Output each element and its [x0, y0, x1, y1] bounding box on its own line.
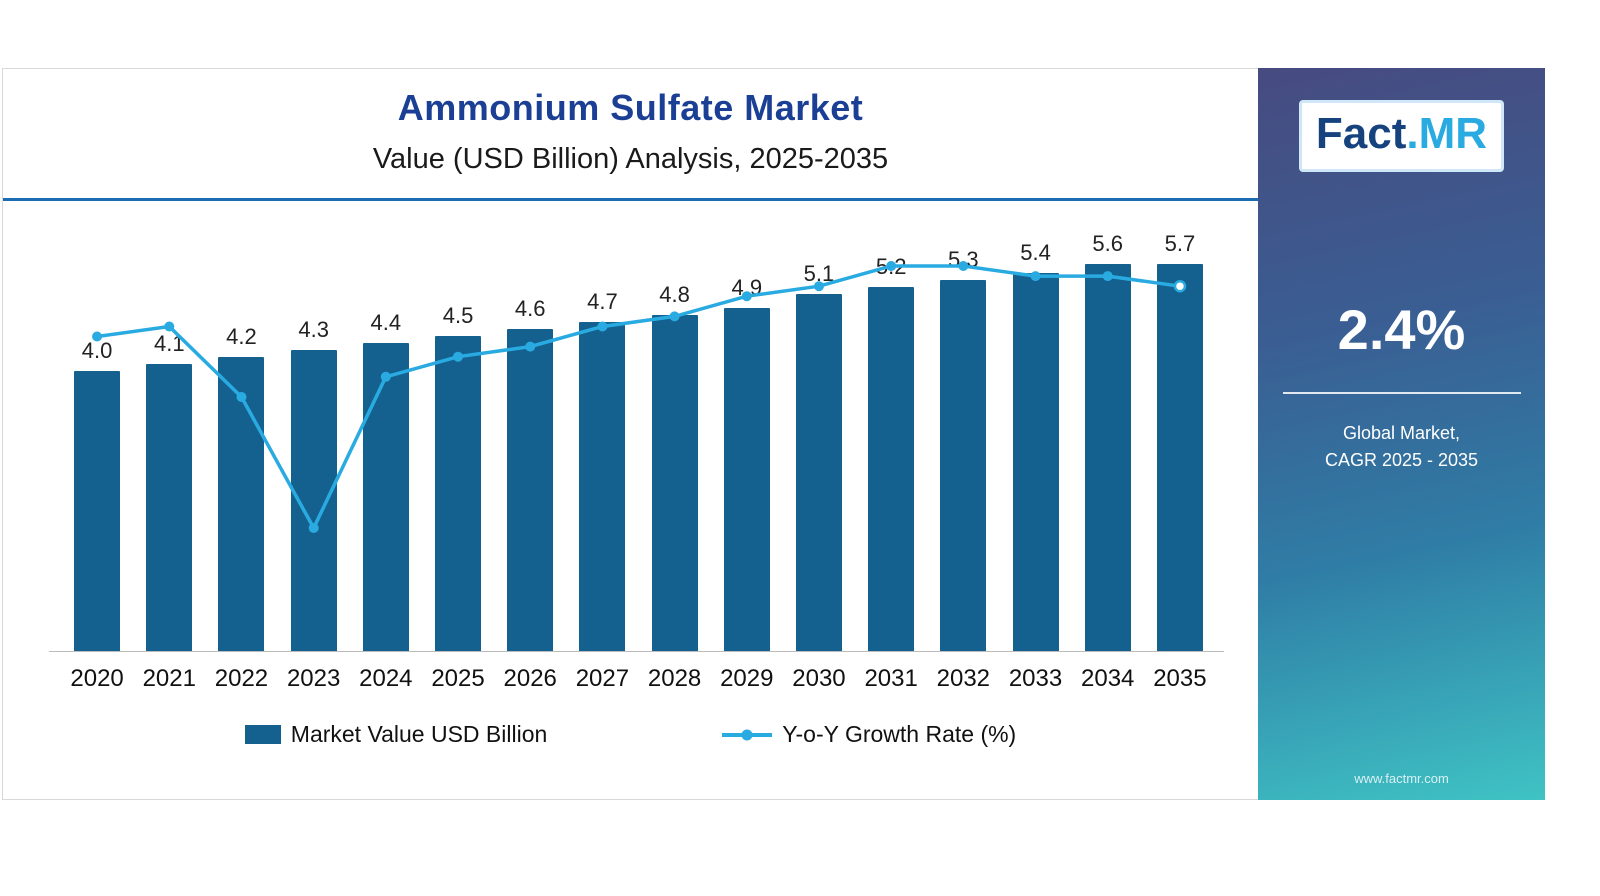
bar: [218, 357, 265, 651]
x-axis-labels: 2020 2021 2022 2023 2024 2025 2026 2027 2028 2029…: [61, 665, 1216, 693]
bar: [795, 294, 842, 651]
bar-value-label: 5.4: [1020, 240, 1051, 265]
bar: [651, 315, 698, 651]
x-axis-label: 2026: [503, 665, 557, 692]
logo-text-mr: .MR: [1406, 109, 1488, 158]
bar-column: 4.0: [61, 231, 133, 651]
bar-value-label: 5.1: [803, 261, 835, 286]
bar: [1084, 264, 1131, 651]
x-axis-label: 2031: [864, 665, 918, 692]
bar-value-label: 4.1: [153, 331, 185, 356]
cagr-value: 2.4%: [1337, 298, 1466, 361]
infographic-frame: Ammonium Sulfate Market Value (USD Billi…: [2, 68, 1545, 800]
bar-value-label: 4.7: [587, 289, 618, 314]
bar-value-label: 4.3: [298, 317, 329, 342]
bar-column: 5.6: [1072, 231, 1144, 651]
factmr-logo: Fact .MR: [1298, 100, 1505, 172]
bar-column: 4.6: [494, 231, 566, 651]
bar-value-label: 5.2: [875, 254, 907, 279]
bar: [868, 287, 915, 651]
x-axis-label: 2022: [214, 665, 269, 692]
bar-swatch-icon: [244, 725, 281, 744]
bar: [579, 322, 626, 651]
bar: [362, 343, 409, 651]
x-axis-label: 2027: [575, 665, 630, 692]
bar-column: 5.7: [1144, 231, 1216, 651]
x-axis-label: 2023: [286, 665, 341, 692]
chart-title: Ammonium Sulfate Market: [397, 87, 864, 128]
x-axis-label: 2020: [70, 665, 124, 692]
x-axis-label: 2033: [1008, 665, 1063, 692]
x-axis-label: 2025: [431, 665, 485, 692]
bar: [723, 308, 770, 651]
bar-value-label: 4.0: [81, 338, 113, 363]
bar-value-label: 4.4: [370, 310, 402, 335]
x-axis-line: [49, 651, 1224, 652]
sidebar: Fact .MR 2.4% Global Market, CAGR 2025 - …: [1258, 68, 1545, 800]
x-axis-label: 2035: [1153, 665, 1207, 692]
legend-item-bar: Market Value USD Billion: [244, 721, 548, 748]
bar: [146, 364, 193, 651]
bar: [507, 329, 554, 651]
bar-value-label: 5.7: [1164, 231, 1196, 256]
cagr-caption-line1: Global Market,: [1342, 423, 1461, 443]
bar-column: 5.4: [999, 231, 1071, 651]
website-url: www.factmr.com: [1354, 771, 1449, 786]
bar-column: 5.2: [855, 231, 927, 651]
legend-item-line: Y-o-Y Growth Rate (%): [722, 721, 1016, 748]
title-divider: [3, 198, 1258, 201]
x-axis-label: 2034: [1081, 665, 1135, 692]
chart-panel: Ammonium Sulfate Market Value (USD Billi…: [2, 68, 1258, 800]
bar-value-label: 4.6: [514, 296, 546, 321]
bar-value-label: 4.8: [659, 282, 690, 307]
bar-column: 5.1: [783, 231, 855, 651]
bar: [1156, 264, 1203, 651]
bar: [74, 371, 121, 651]
legend: Market Value USD Billion Y-o-Y Growth Ra…: [3, 721, 1258, 748]
bar-column: 4.5: [422, 231, 494, 651]
x-axis-label: 2029: [720, 665, 774, 692]
chart-subtitle: Value (USD Billion) Analysis, 2025-2035: [372, 143, 889, 175]
bar-value-label: 4.9: [731, 275, 763, 300]
x-axis-label: 2028: [647, 665, 702, 692]
legend-bar-label: Market Value USD Billion: [290, 721, 548, 747]
bar-column: 4.3: [278, 231, 350, 651]
line-swatch-icon: [722, 732, 773, 737]
cagr-caption: Global Market, CAGR 2025 - 2035: [1325, 420, 1478, 474]
bar: [940, 280, 987, 651]
x-axis-label: 2024: [359, 665, 413, 692]
bar: [435, 336, 482, 651]
bar-column: 4.9: [711, 231, 783, 651]
bar: [1012, 273, 1059, 651]
bar-column: 4.1: [133, 231, 205, 651]
stat-divider: [1282, 392, 1521, 394]
x-axis-label: 2032: [936, 665, 991, 692]
logo-text-fact: Fact: [1315, 109, 1407, 158]
legend-line-label: Y-o-Y Growth Rate (%): [782, 721, 1017, 747]
cagr-caption-line2: CAGR 2025 - 2035: [1324, 450, 1479, 470]
bars: 4.0 4.1 4.2 4.3 4.4 4.5 4.6 4.7 4.8 4.9 5.1 5.2 5.3 5…: [61, 231, 1216, 651]
bar-column: 4.8: [639, 231, 711, 651]
bar-column: 4.2: [205, 231, 277, 651]
bar-value-label: 4.5: [442, 303, 474, 328]
x-axis-label: 2030: [792, 665, 846, 692]
bar-value-label: 5.6: [1092, 231, 1124, 256]
bar-value-label: 4.2: [226, 324, 257, 349]
bar-column: 4.4: [350, 231, 422, 651]
bar: [290, 350, 337, 651]
plot-area: 4.0 4.1 4.2 4.3 4.4 4.5 4.6 4.7 4.8 4.9 5.1 5.2 5.3 5…: [49, 231, 1224, 652]
bar-column: 5.3: [927, 231, 999, 651]
x-axis-label: 2021: [142, 665, 196, 692]
bar-value-label: 5.3: [948, 247, 979, 272]
bar-column: 4.7: [566, 231, 638, 651]
